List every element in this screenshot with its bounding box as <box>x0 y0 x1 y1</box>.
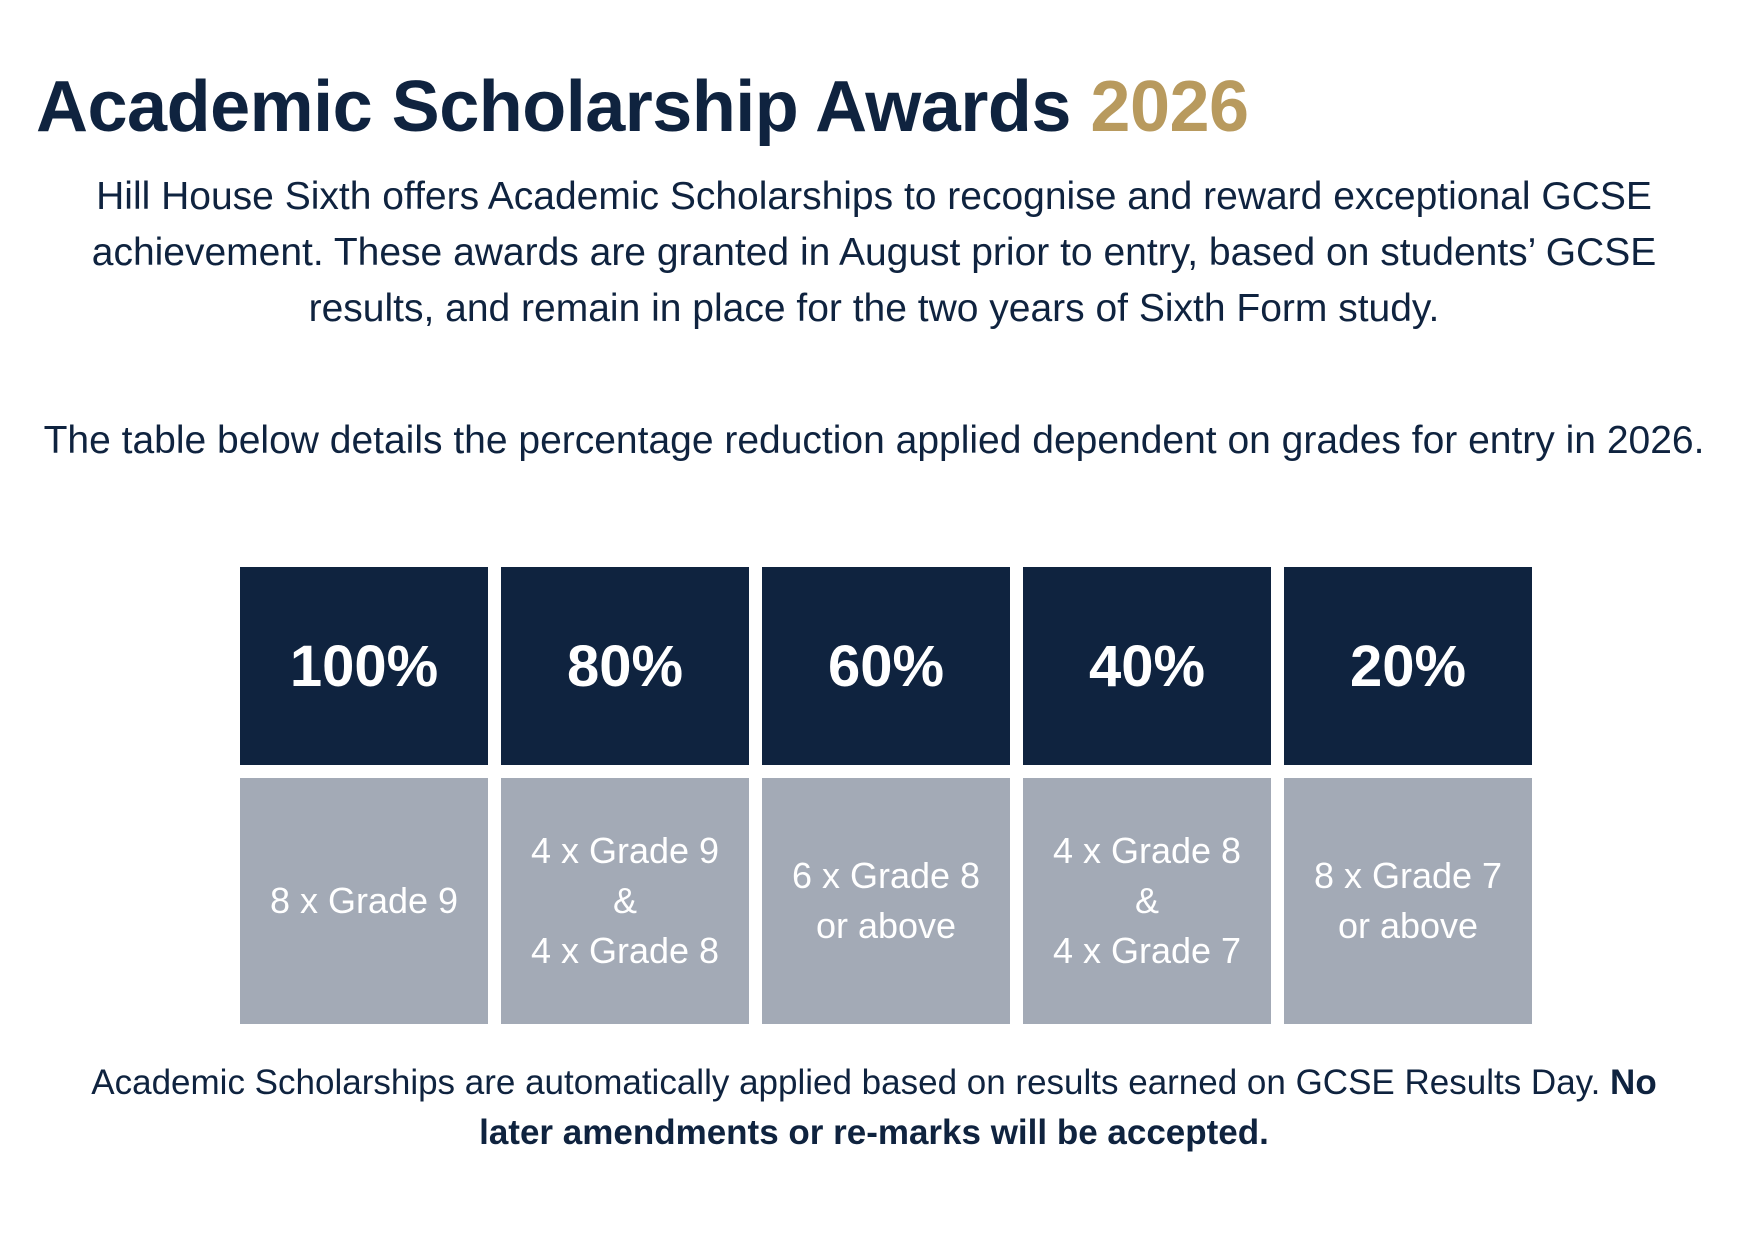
award-percent-80: 80% <box>501 567 749 765</box>
award-criteria-40: 4 x Grade 8 & 4 x Grade 7 <box>1023 778 1271 1024</box>
criteria-line: 6 x Grade 8 <box>791 855 981 896</box>
title-main: Academic Scholarship Awards <box>36 67 1071 147</box>
criteria-line: 4 x Grade 9 <box>530 830 720 871</box>
criteria-line: or above <box>815 905 957 946</box>
criteria-line: 4 x Grade 8 <box>530 930 720 971</box>
footer-bold-warning: No later amendments or re-marks will be … <box>479 1063 1657 1152</box>
criteria-line: & <box>1134 880 1159 921</box>
intro-paragraph-1: Hill House Sixth offers Academic Scholar… <box>91 175 1657 330</box>
criteria-line: 4 x Grade 7 <box>1052 930 1242 971</box>
criteria-line: 8 x Grade 7 <box>1313 855 1503 896</box>
award-percent-20: 20% <box>1284 567 1532 765</box>
criteria-line: & <box>612 880 637 921</box>
award-criteria-60: 6 x Grade 8 or above <box>762 778 1010 1024</box>
criteria-line: or above <box>1337 905 1479 946</box>
award-criteria-20: 8 x Grade 7 or above <box>1284 778 1532 1024</box>
criteria-line: 4 x Grade 8 <box>1052 830 1242 871</box>
intro-paragraph-2: The table below details the percentage r… <box>43 419 1705 462</box>
award-criteria-80: 4 x Grade 9 & 4 x Grade 8 <box>501 778 749 1024</box>
footer-note: Academic Scholarships are automatically … <box>60 1058 1688 1158</box>
criteria-line: 8 x Grade 9 <box>269 880 459 921</box>
award-table: 100% 80% 60% 40% 20% 8 x Grade 9 4 x Gra… <box>240 567 1532 1024</box>
award-criteria-100: 8 x Grade 9 <box>240 778 488 1024</box>
page-title: Academic Scholarship Awards 2026 <box>36 62 1249 152</box>
footer-text: Academic Scholarships are automatically … <box>91 1063 1601 1102</box>
award-percent-60: 60% <box>762 567 1010 765</box>
award-percent-40: 40% <box>1023 567 1271 765</box>
award-percent-100: 100% <box>240 567 488 765</box>
title-year: 2026 <box>1090 67 1249 147</box>
